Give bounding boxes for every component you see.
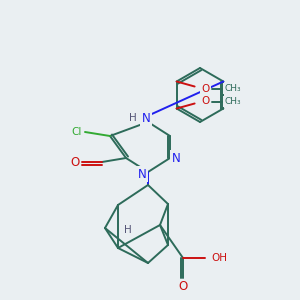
Text: H: H [124,225,132,235]
Text: N: N [138,167,146,181]
Text: OH: OH [211,253,227,263]
Text: O: O [178,280,188,293]
Text: Cl: Cl [72,127,82,137]
Text: CH₃: CH₃ [224,97,241,106]
Text: O: O [202,97,210,106]
Text: N: N [142,112,150,124]
Text: O: O [70,155,80,169]
Text: CH₃: CH₃ [224,84,241,93]
Text: O: O [202,83,210,94]
Text: H: H [129,113,137,123]
Text: N: N [172,152,180,164]
